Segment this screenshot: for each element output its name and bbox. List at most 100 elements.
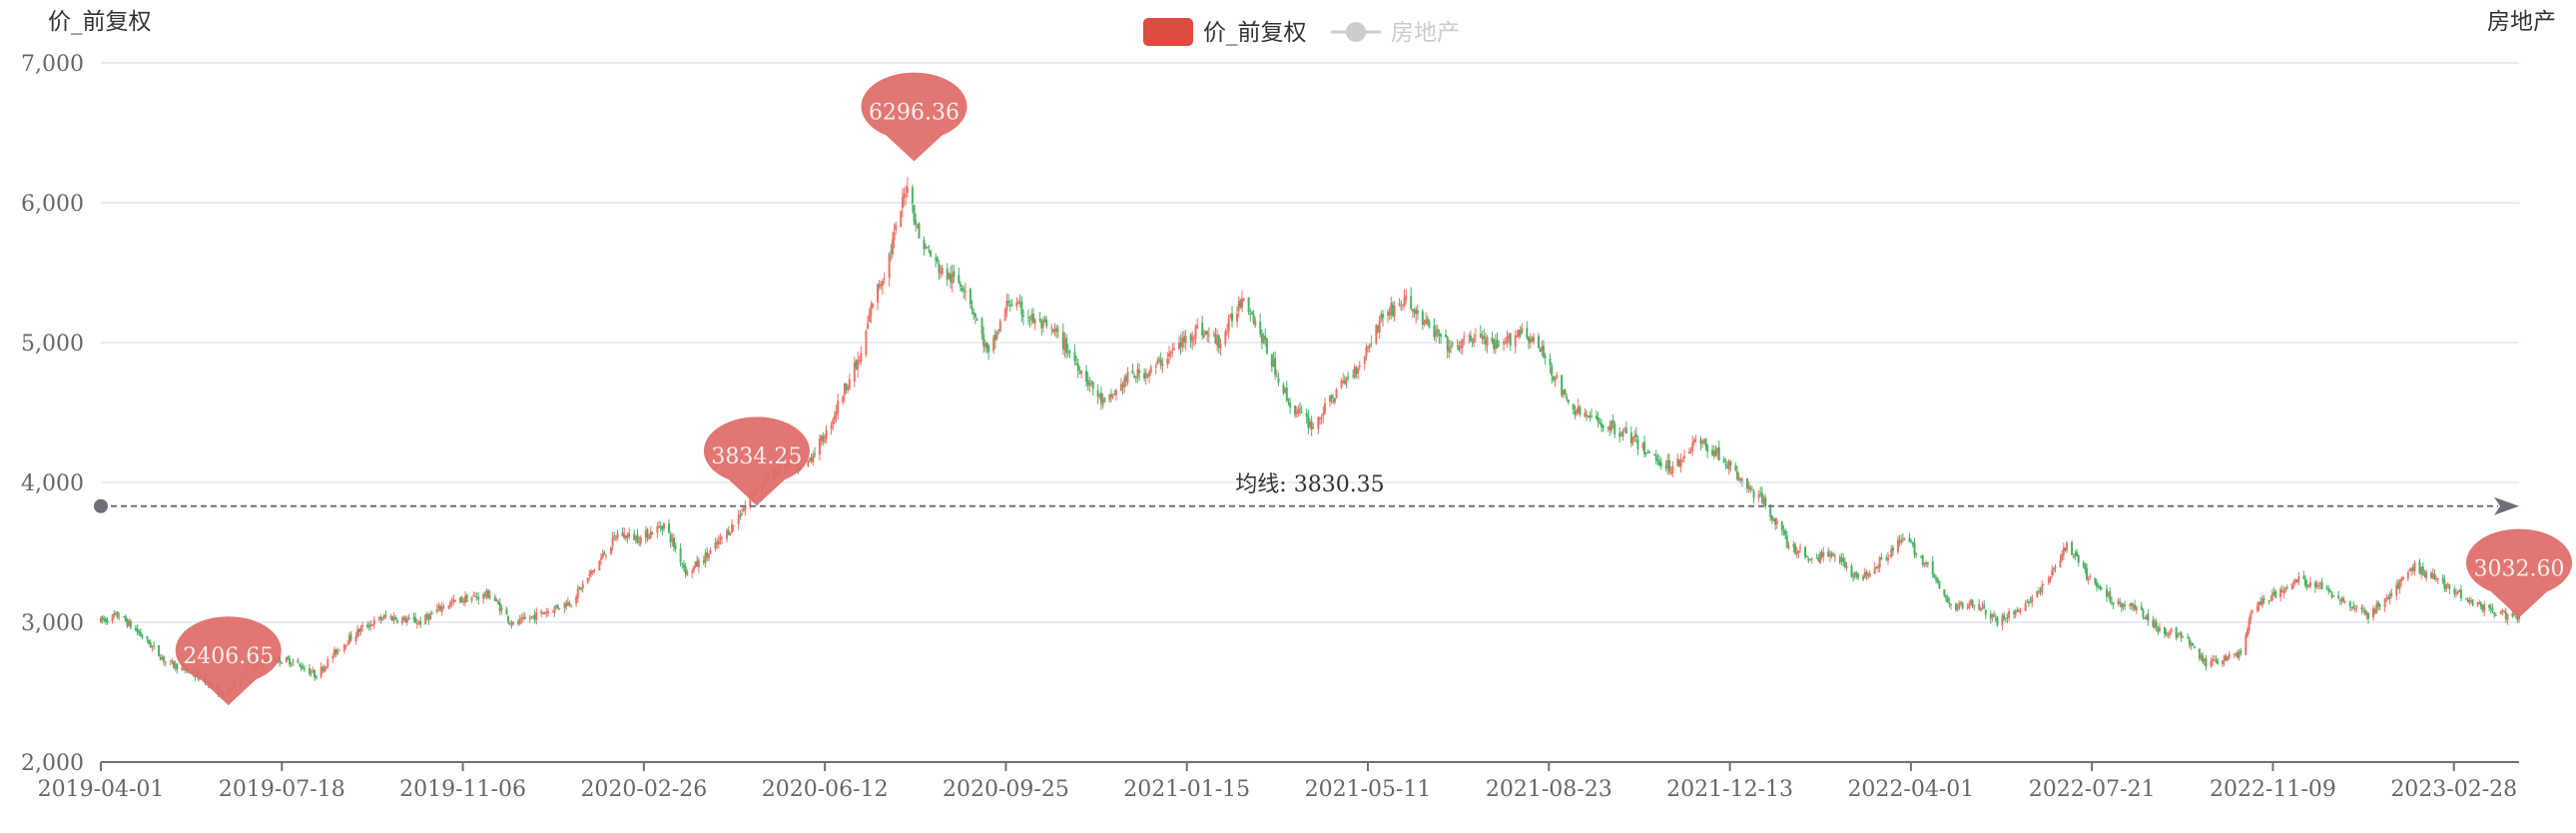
candle-body (940, 271, 943, 275)
candle-body (153, 645, 156, 647)
candles (100, 177, 2520, 698)
candle-body (2213, 659, 2216, 661)
candle-body (2313, 581, 2316, 588)
candle-body (407, 617, 410, 620)
candle-body (2236, 652, 2239, 658)
candle-body (1154, 365, 1157, 368)
candle-body (1041, 321, 1044, 328)
candle-body (2094, 577, 2097, 583)
candle-body (1900, 539, 1903, 543)
candle-body (1664, 465, 1667, 469)
candle-body (322, 666, 325, 672)
candle-body (1978, 603, 1981, 610)
legend-item-sector[interactable]: 房地产 (1331, 20, 1460, 46)
average-line-arrow (2494, 496, 2519, 515)
legend-item-price[interactable]: 价_前复权 (1143, 18, 1307, 46)
candle-body (500, 607, 503, 610)
candle-body (1607, 426, 1610, 428)
candle-body (2124, 604, 2127, 606)
candle-body (1340, 380, 1343, 389)
candle-body (1214, 334, 1217, 344)
candle-body (354, 635, 357, 642)
candle-body (336, 649, 339, 654)
candle-body (161, 657, 164, 659)
candle-body (371, 624, 374, 626)
x-tick-label: 2019-07-18 (219, 777, 345, 802)
mark-point-pin (175, 616, 282, 706)
candle-body (1030, 314, 1033, 321)
candle-body (1762, 498, 1765, 504)
candle-body (1423, 322, 1426, 325)
candle-body (1551, 366, 1554, 376)
candle-body (1381, 314, 1384, 319)
candle-body (925, 246, 928, 249)
mark-point: 6296.36 (861, 72, 967, 162)
candle-body (1749, 487, 1752, 489)
candle-body (868, 314, 871, 323)
candle-body (361, 625, 364, 627)
candle-body (674, 545, 677, 549)
candle-body (1076, 364, 1079, 372)
candle-body (575, 596, 578, 604)
candle-body (1795, 551, 1798, 555)
candle-body (1656, 458, 1659, 462)
candle-body (888, 253, 891, 278)
candle-body (1171, 349, 1174, 352)
candle-body (2222, 660, 2225, 664)
candle-body (1618, 432, 1621, 437)
candle-body (1398, 304, 1401, 306)
candle-body (656, 525, 659, 533)
candle-body (2516, 612, 2519, 620)
candle-body (2257, 601, 2260, 607)
candle-body (2003, 614, 2006, 620)
candle-body (2476, 602, 2479, 605)
legend[interactable]: 价_前复权 房地产 (1143, 18, 1460, 46)
candle-body (2464, 598, 2467, 600)
candle-body (598, 560, 601, 571)
candle-body (2193, 646, 2196, 648)
candle-body (1179, 342, 1182, 348)
candle-body (1440, 334, 1443, 338)
candle-body (1923, 562, 1926, 565)
candle-body (2385, 597, 2388, 599)
candle-body (2262, 598, 2265, 601)
candle-body (2267, 600, 2270, 602)
candle-body (1494, 341, 1497, 350)
candle-body (1832, 553, 1835, 556)
candle-body (2418, 561, 2421, 574)
candle-body (1172, 348, 1175, 351)
candle-body (1815, 557, 1818, 559)
candle-body (2119, 601, 2122, 604)
candle-body (1471, 341, 1474, 343)
candle-body (1065, 338, 1068, 354)
candle-body (417, 621, 420, 623)
candle-body (1192, 338, 1195, 340)
candle-body (1416, 310, 1419, 314)
candle-body (2130, 602, 2133, 606)
candle-body (1007, 301, 1010, 304)
candle-body (1111, 396, 1114, 399)
candle-body (1943, 589, 1946, 596)
candle-body (2290, 583, 2293, 590)
candle-body (1677, 459, 1680, 466)
candle-body (463, 595, 466, 603)
candle-body (1098, 394, 1101, 396)
candle-body (1270, 354, 1273, 368)
candle-body (1541, 347, 1544, 352)
x-tick-label: 2023-02-28 (2390, 777, 2517, 802)
candle-body (2282, 591, 2285, 594)
candle-body (450, 601, 453, 603)
candle-body (1714, 449, 1717, 455)
candle-body (878, 284, 881, 288)
candle-body (2468, 599, 2471, 603)
candle-body (2279, 588, 2282, 597)
candle-body (1148, 371, 1151, 377)
candle-body (2072, 555, 2075, 557)
candle-body (2235, 653, 2238, 655)
candle-body (2501, 610, 2504, 612)
candle-body (171, 660, 174, 662)
candle-body (176, 663, 179, 670)
candle-body (309, 668, 312, 675)
x-tick-label: 2021-12-13 (1666, 777, 1793, 802)
candle-body (1873, 567, 1876, 574)
